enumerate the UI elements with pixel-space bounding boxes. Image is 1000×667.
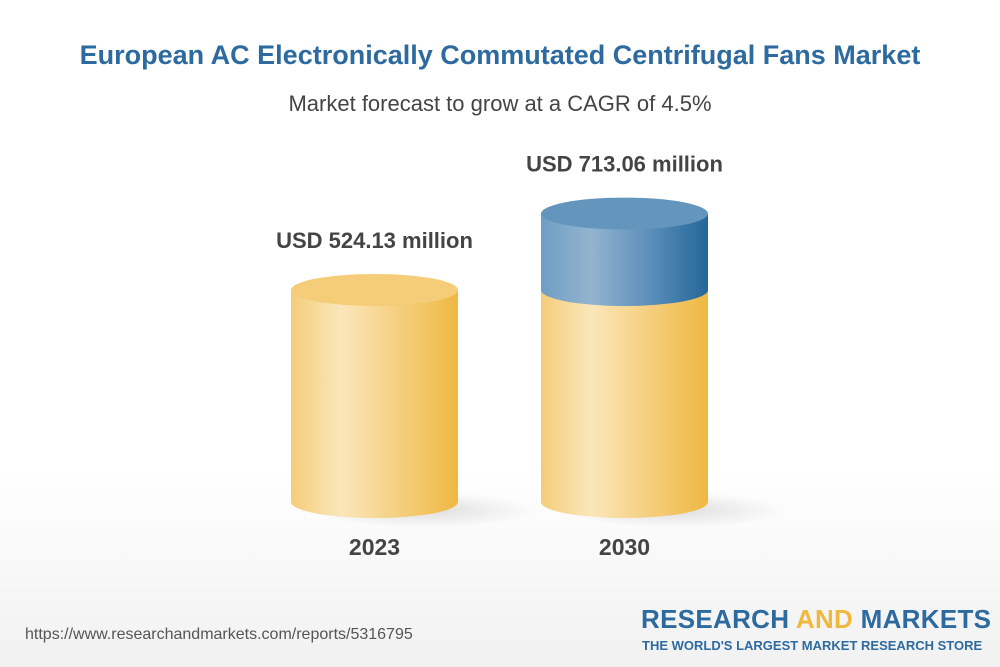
logo-tagline: THE WORLD'S LARGEST MARKET RESEARCH STOR… — [642, 638, 983, 653]
cylinder-body-growth — [541, 213, 708, 306]
category-label: 2023 — [349, 534, 400, 560]
cylinder-body-base — [291, 290, 458, 518]
data-label: USD 713.06 million — [526, 152, 723, 177]
chart-subtitle: Market forecast to grow at a CAGR of 4.5… — [288, 91, 712, 116]
source-url[interactable]: https://www.researchandmarkets.com/repor… — [25, 626, 413, 643]
logo-text: MARKETS — [853, 604, 992, 634]
cylinder-top — [291, 274, 458, 306]
category-label: 2030 — [599, 534, 650, 560]
research-and-markets-logo: RESEARCH AND MARKETS — [641, 604, 991, 635]
data-label: USD 524.13 million — [276, 228, 473, 253]
cylinder-body-base — [541, 290, 708, 518]
chart-title: European AC Electronically Commutated Ce… — [79, 40, 921, 70]
logo-text-and: AND — [795, 604, 854, 634]
cylinder-top — [541, 197, 708, 230]
logo-text: RESEARCH — [641, 604, 796, 634]
